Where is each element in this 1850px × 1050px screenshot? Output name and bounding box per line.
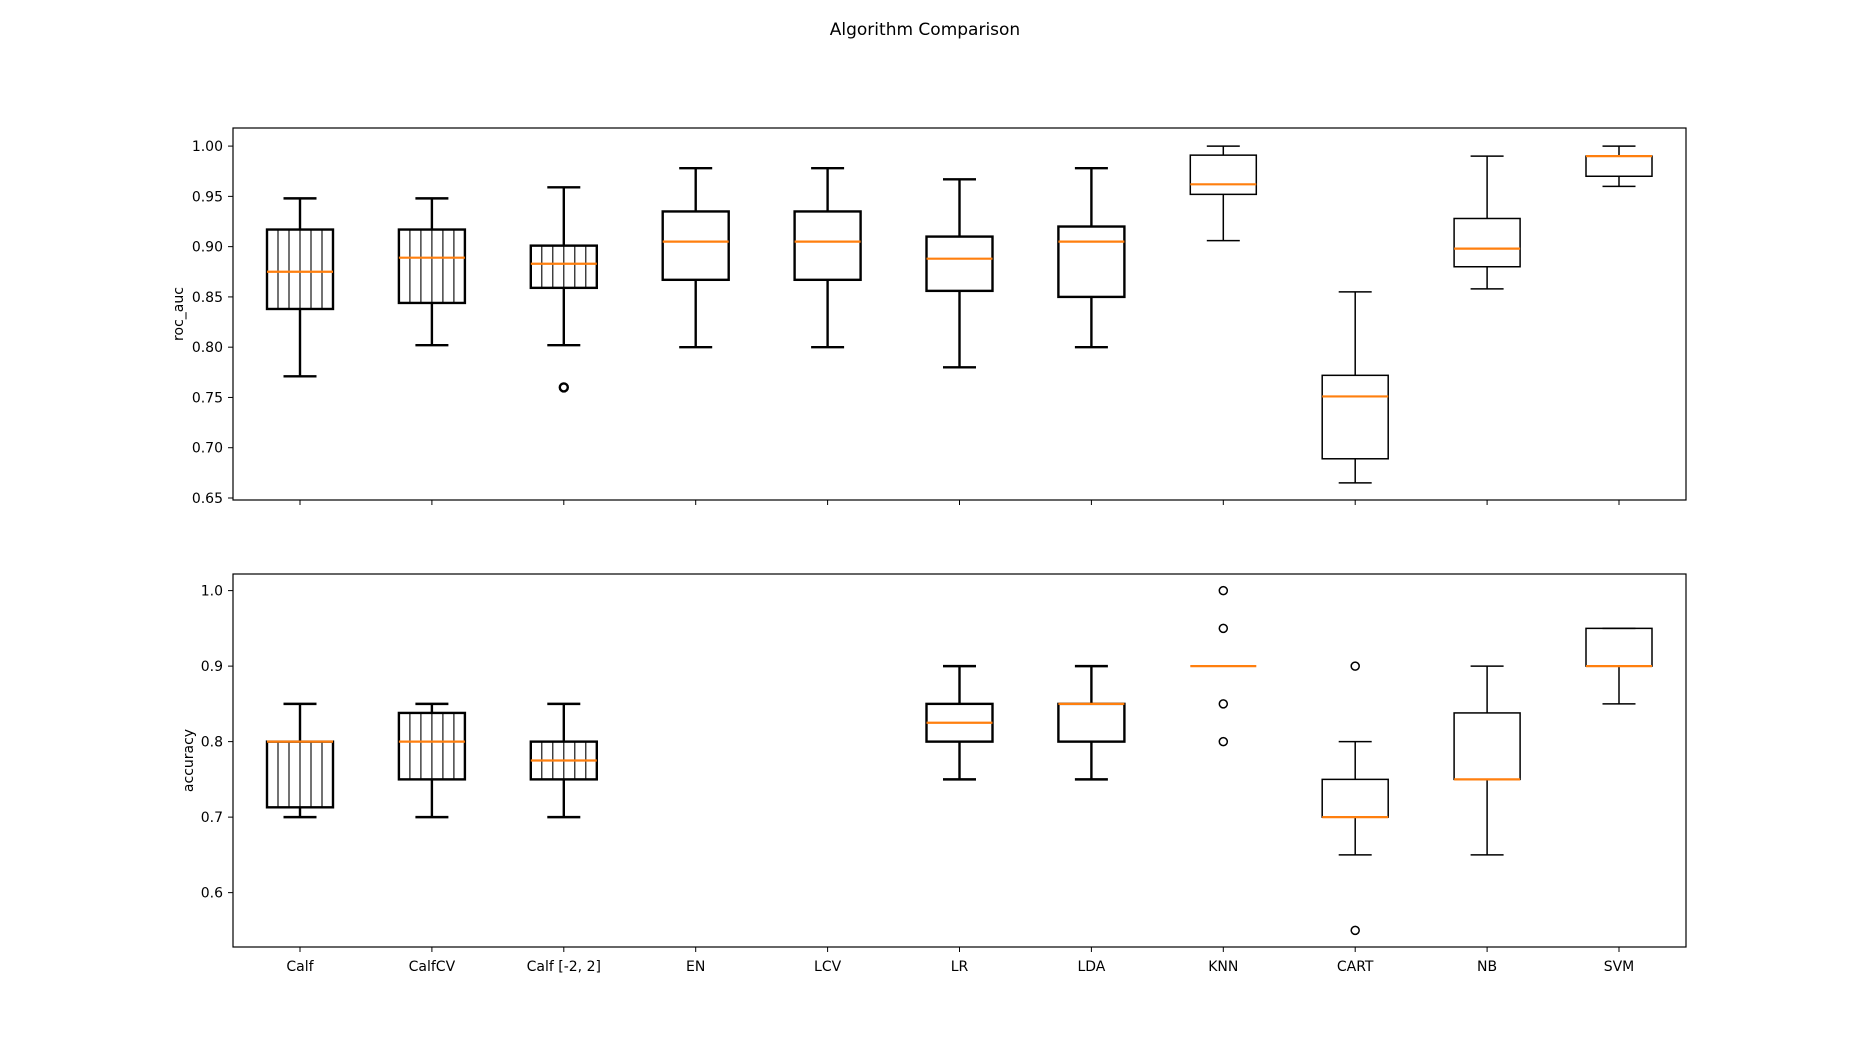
box-cart (1321, 291, 1389, 484)
box-body (793, 210, 862, 282)
x-tick-label: KNN (1208, 959, 1238, 975)
box-calf (265, 702, 335, 819)
x-tick-label: CART (1337, 959, 1374, 975)
y-axis-label: roc_auc (171, 287, 187, 341)
y-tick-label: 0.7 (201, 810, 223, 826)
x-tick-label: LCV (814, 959, 842, 975)
x-tick-label: NB (1477, 959, 1497, 975)
box-knn (1190, 585, 1257, 747)
box-body (1453, 217, 1521, 268)
y-tick-label: 0.75 (192, 390, 223, 406)
y-tick-label: 0.85 (192, 290, 223, 306)
y-tick-label: 0.65 (192, 491, 223, 507)
box-en (661, 167, 730, 349)
box-calfcv (397, 197, 467, 347)
y-axis-label: accuracy (181, 729, 197, 792)
subplot-roc-auc: 0.65 0.70 0.75 0.80 0.85 0.90 0.95 1.00 roc_auc (171, 127, 1687, 507)
subplots: 0.650.700.750.800.850.900.951.00roc_auc0… (171, 127, 1687, 975)
box-lda (1057, 664, 1126, 781)
flier-point (1218, 736, 1229, 747)
x-tick-label: LDA (1077, 959, 1105, 975)
x-tick-label: Calf [-2, 2] (527, 959, 601, 975)
box-lr (925, 664, 994, 781)
y-tick-label: 0.80 (192, 340, 223, 356)
flier-point (1350, 925, 1360, 936)
figure-title: Algorithm Comparison (830, 20, 1020, 40)
flier-point (1350, 661, 1360, 671)
x-tick-label: CalfCV (409, 959, 456, 975)
box-calf-2-2 (529, 186, 598, 393)
y-tick-label: 0.70 (192, 441, 223, 457)
y-tick-label: 0.9 (201, 659, 223, 675)
box-svm (1585, 145, 1653, 188)
y-tick-label: 1.0 (201, 584, 223, 600)
box-knn (1189, 145, 1258, 242)
box-cart (1321, 661, 1389, 936)
box-body (1189, 154, 1258, 196)
box-body (1057, 225, 1126, 299)
x-tick-label: LR (951, 959, 969, 975)
subplot-accuracy: 0.6 0.7 0.8 0.9 1.0 accuracy Calf CalfCV Calf [-… (181, 573, 1687, 975)
box-lda (1057, 167, 1126, 349)
x-tick-label: SVM (1604, 959, 1635, 975)
flier-point (1218, 699, 1229, 709)
box-svm (1585, 627, 1653, 705)
y-tick-label: 0.95 (192, 189, 223, 205)
flier-point (558, 382, 569, 393)
flier-point (1218, 623, 1229, 634)
y-tick-label: 1.00 (192, 139, 223, 155)
x-tick-label: Calf (286, 959, 314, 975)
y-tick-label: 0.6 (201, 886, 223, 902)
box-calfcv (397, 702, 467, 819)
box-calf (265, 197, 335, 378)
box-nb (1453, 665, 1521, 856)
box-body (925, 235, 994, 293)
box-calf-2-2 (529, 702, 598, 819)
y-tick-label: 0.8 (201, 735, 223, 751)
box-body (1321, 374, 1389, 460)
y-tick-label: 0.90 (192, 240, 223, 256)
box-body (661, 210, 730, 282)
x-tick-label: EN (686, 959, 705, 975)
box-lr (925, 178, 994, 369)
box-lcv (793, 167, 862, 349)
box-nb (1453, 155, 1521, 290)
flier-point (1218, 585, 1229, 596)
